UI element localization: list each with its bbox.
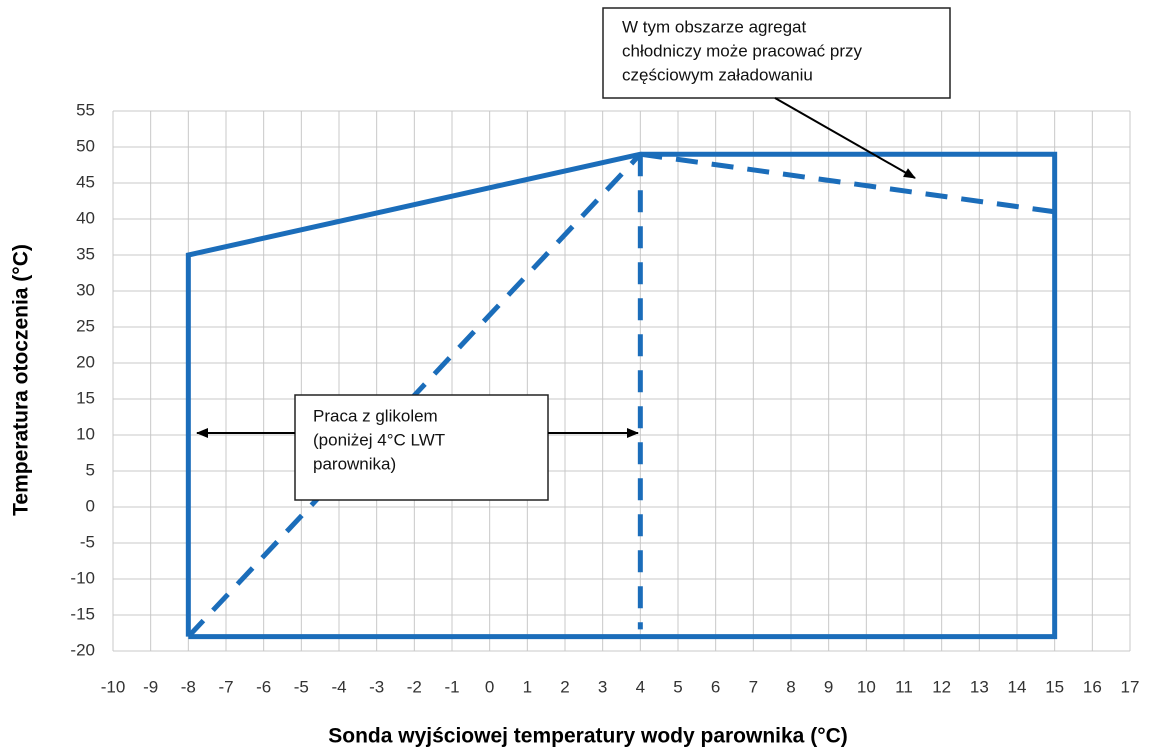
y-tick-label: -20 — [70, 640, 95, 659]
y-tick-label: 30 — [76, 280, 95, 299]
annotation-arrow — [774, 97, 916, 179]
x-tick-label: -6 — [256, 677, 271, 696]
annotation-text: W tym obszarze agregat — [622, 17, 807, 36]
x-tick-label: -5 — [294, 677, 309, 696]
x-tick-label: 14 — [1008, 677, 1027, 696]
x-tick-label: 15 — [1045, 677, 1064, 696]
x-tick-label: 1 — [523, 677, 532, 696]
x-tick-label: 7 — [749, 677, 758, 696]
x-tick-label: -10 — [101, 677, 126, 696]
x-tick-label: -2 — [407, 677, 422, 696]
y-tick-label: 50 — [76, 136, 95, 155]
annotation-text: parownika) — [313, 454, 396, 473]
y-tick-label: 40 — [76, 208, 95, 227]
annotation-box — [294, 394, 549, 501]
annotation-box — [602, 7, 951, 99]
x-tick-label: -9 — [143, 677, 158, 696]
annotation-text: (poniżej 4°C LWT — [313, 430, 445, 449]
x-tick-label: 5 — [673, 677, 682, 696]
x-tick-label: 8 — [786, 677, 795, 696]
y-tick-label: 45 — [76, 172, 95, 191]
annotation-text: częściowym załadowaniu — [622, 65, 813, 84]
y-tick-label: 15 — [76, 388, 95, 407]
y-tick-label: 35 — [76, 244, 95, 263]
x-tick-label: 17 — [1121, 677, 1140, 696]
x-tick-label: -7 — [218, 677, 233, 696]
y-tick-label: -15 — [70, 604, 95, 623]
x-axis-title: Sonda wyjściowej temperatury wody parown… — [328, 725, 848, 748]
x-tick-label: 16 — [1083, 677, 1102, 696]
x-tick-label: 4 — [636, 677, 645, 696]
x-tick-label: -1 — [444, 677, 459, 696]
x-tick-label: 11 — [895, 677, 913, 696]
x-tick-label: -8 — [181, 677, 196, 696]
x-tick-label: 3 — [598, 677, 607, 696]
envelope-line — [185, 151, 1058, 640]
x-tick-label: 10 — [857, 677, 876, 696]
x-tick-label: -4 — [331, 677, 346, 696]
y-tick-label: -10 — [70, 568, 95, 587]
annotation-text: chłodniczy może pracować przy — [622, 41, 862, 60]
x-tick-label: 9 — [824, 677, 833, 696]
x-tick-label: 2 — [560, 677, 569, 696]
y-tick-label: 55 — [76, 100, 95, 119]
x-tick-label: 13 — [970, 677, 989, 696]
y-axis-title: Temperatura otoczenia (°C) — [10, 244, 33, 516]
x-tick-label: 6 — [711, 677, 720, 696]
x-tick-label: 12 — [932, 677, 951, 696]
x-tick-label: 0 — [485, 677, 494, 696]
x-tick-label: -3 — [369, 677, 384, 696]
y-tick-label: 5 — [86, 460, 95, 479]
y-tick-label: 10 — [76, 424, 95, 443]
y-tick-label: 25 — [76, 316, 95, 335]
y-tick-label: 20 — [76, 352, 95, 371]
annotation-text: Praca z glikolem — [313, 406, 438, 425]
y-tick-label: 0 — [86, 496, 95, 515]
y-tick-label: -5 — [80, 532, 95, 551]
